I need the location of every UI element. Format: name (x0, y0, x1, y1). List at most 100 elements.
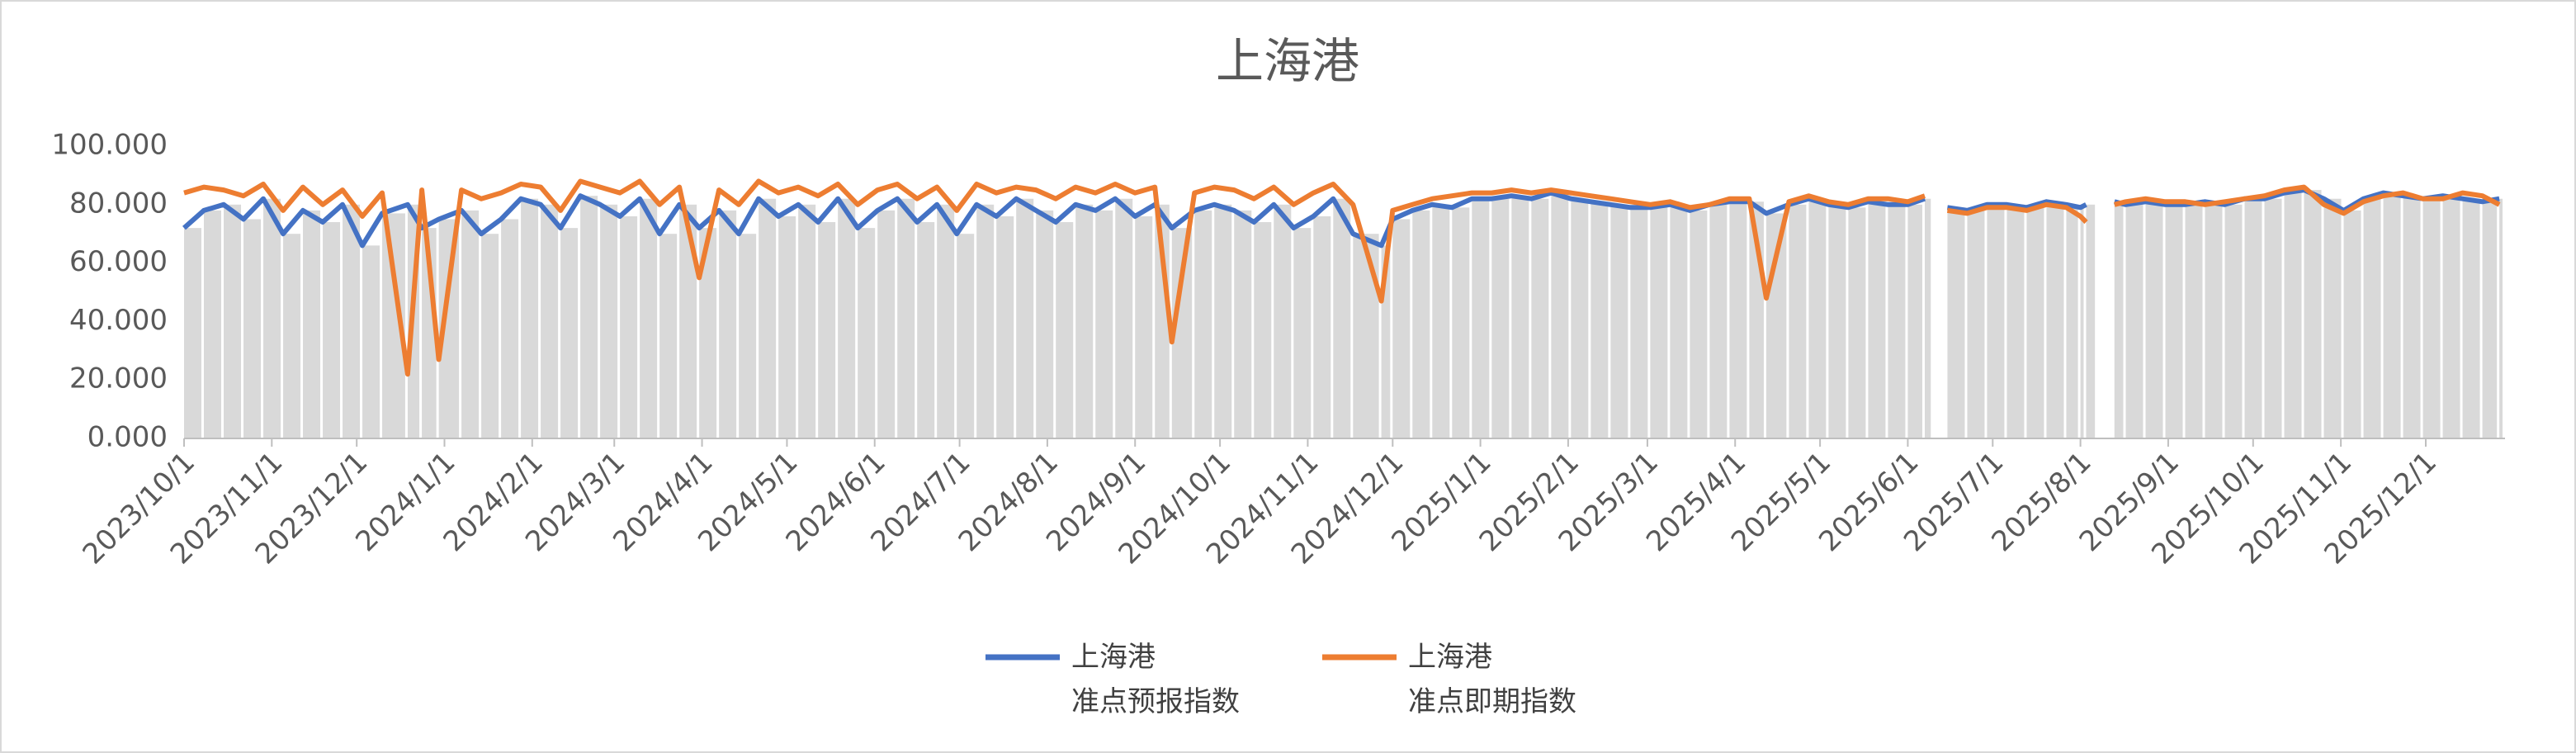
bar (1967, 210, 1985, 438)
bar (2383, 192, 2401, 438)
bar (2304, 190, 2322, 438)
bar (1808, 198, 1827, 438)
bar (659, 234, 678, 438)
bar (521, 198, 539, 438)
bar (1591, 201, 1609, 438)
bar (1888, 204, 1906, 439)
bar (1333, 198, 1351, 438)
bar (362, 245, 380, 438)
bar (2125, 204, 2144, 439)
bar (1135, 215, 1153, 438)
y-tick-label: 80.000 (69, 187, 168, 220)
bar (759, 198, 777, 438)
chart-title: 上海港 (1216, 33, 1359, 89)
bar (798, 204, 816, 439)
bar (323, 222, 341, 438)
bar (2224, 204, 2243, 439)
legend-label: 上海港 准点即期指数 (1408, 641, 1576, 718)
bar (679, 204, 697, 439)
bar (2482, 201, 2498, 438)
series-line (183, 178, 2501, 377)
bar (461, 210, 480, 438)
bar (1531, 198, 1549, 438)
bar (1293, 228, 1312, 438)
legend-label: 上海港 准点预报指数 (1071, 641, 1240, 718)
bar (1828, 204, 1846, 439)
bar (580, 196, 598, 438)
bar (1571, 198, 1589, 438)
bar (1729, 201, 1747, 438)
bar (2422, 198, 2441, 438)
bar (937, 204, 955, 439)
bar (1551, 192, 1569, 438)
bar (2442, 196, 2460, 438)
bar (2363, 198, 2381, 438)
bar (263, 198, 281, 438)
bar (976, 204, 995, 439)
bar (600, 204, 618, 439)
bar (1392, 219, 1411, 438)
bar (917, 222, 935, 438)
bar (2114, 201, 2124, 438)
bar (1947, 207, 1965, 438)
y-tick-label: 60.000 (69, 245, 168, 278)
bar (957, 234, 975, 438)
bar (838, 198, 856, 438)
bar (243, 219, 262, 438)
bar (1868, 201, 1886, 438)
bar (858, 228, 876, 438)
y-tick-label: 40.000 (69, 304, 168, 337)
bar (560, 228, 579, 438)
bar (1789, 204, 1807, 439)
bar (343, 204, 361, 439)
bar (897, 198, 915, 438)
bar (1056, 222, 1074, 438)
bar (1274, 204, 1292, 439)
bar (2205, 201, 2223, 438)
y-tick-label: 20.000 (69, 362, 168, 395)
bar (1254, 222, 1272, 438)
bar (2080, 207, 2084, 438)
bar (2403, 196, 2421, 438)
bar (1511, 196, 1529, 438)
bar (778, 215, 796, 438)
bar (1036, 210, 1054, 438)
bar (2145, 201, 2163, 438)
bar (1313, 215, 1331, 438)
bar (2066, 204, 2078, 439)
bar (2343, 210, 2361, 438)
bar (2323, 198, 2342, 438)
bar (1115, 198, 1133, 438)
bar (1670, 204, 1688, 439)
bar (1610, 204, 1628, 439)
bar (1381, 245, 1391, 438)
bar (481, 234, 499, 438)
bar (1491, 198, 1510, 438)
bar (996, 215, 1014, 438)
bar (2462, 198, 2480, 438)
bar (1016, 198, 1034, 438)
bar (303, 210, 321, 438)
bar (818, 222, 836, 438)
bar (501, 219, 519, 438)
bar (1650, 207, 1668, 438)
bar (1432, 204, 1450, 439)
bar (1630, 207, 1648, 438)
bar (719, 210, 737, 438)
bar (1987, 204, 2005, 439)
bar (2284, 192, 2302, 438)
bar (541, 204, 559, 439)
bar (1234, 210, 1252, 438)
bar (1472, 198, 1490, 438)
bar (1690, 210, 1708, 438)
y-tick-label: 0.000 (87, 421, 168, 454)
bar (1848, 207, 1866, 438)
bar (2026, 207, 2044, 438)
bar (2499, 198, 2503, 438)
bar (1452, 207, 1470, 438)
y-tick-label: 100.000 (51, 129, 168, 162)
bar (1907, 204, 1922, 439)
bar (2006, 204, 2025, 439)
